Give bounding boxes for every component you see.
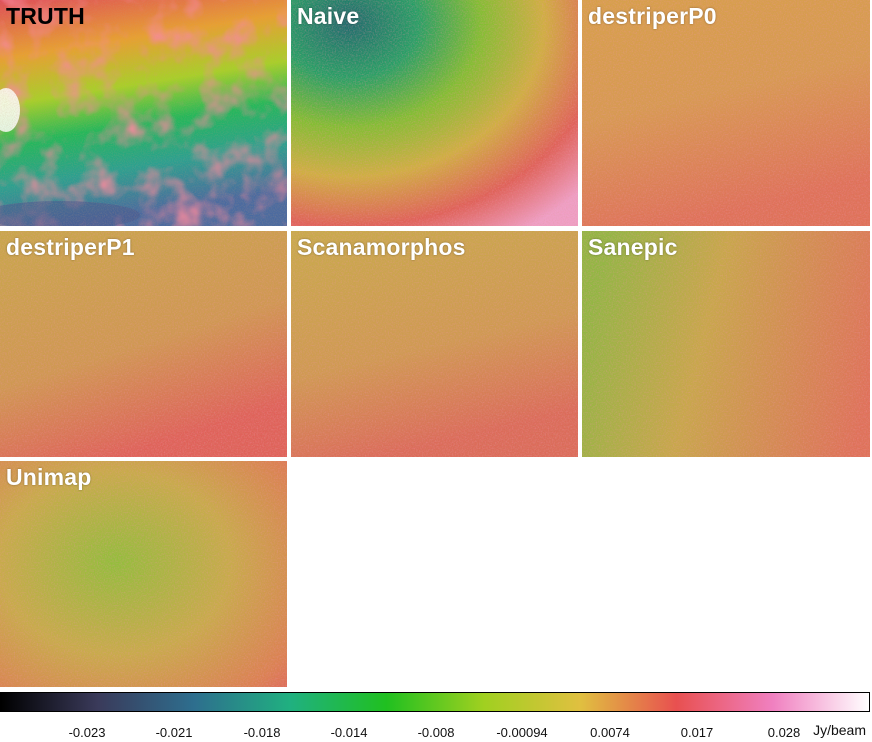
panel-unimap: Unimap — [0, 461, 287, 687]
colorbar-tick: -0.00094 — [496, 725, 548, 740]
colorbar-tick: -0.008 — [417, 725, 455, 740]
colorbar-tick: 0.028 — [767, 725, 801, 740]
panel-sanepic: Sanepic — [582, 231, 870, 457]
colorbar-tick: 0.0074 — [590, 725, 630, 740]
panel-label: destriperP1 — [6, 234, 135, 260]
panel-label: TRUTH — [6, 3, 85, 29]
panel-scanamorphos: Scanamorphos — [291, 231, 578, 457]
panel-label: destriperP0 — [588, 3, 717, 29]
colorbar — [0, 692, 870, 712]
panel-label: Naive — [297, 3, 360, 29]
panel-naive: Naive — [291, 0, 578, 226]
panel-truth: TRUTH — [0, 0, 287, 226]
panel-label: Unimap — [6, 464, 92, 490]
panel-label: Sanepic — [588, 234, 678, 260]
colorbar-tick: -0.023 — [68, 725, 106, 740]
panel-destriperp0: destriperP0 — [582, 0, 870, 226]
colorbar-tick: -0.018 — [243, 725, 281, 740]
colorbar-tick: -0.021 — [155, 725, 193, 740]
colorbar-tick: -0.014 — [330, 725, 368, 740]
panel-label: Scanamorphos — [297, 234, 466, 260]
colorbar-unit: Jy/beam — [813, 722, 866, 738]
colorbar-tick: 0.017 — [680, 725, 714, 740]
panel-destriperp1: destriperP1 — [0, 231, 287, 457]
